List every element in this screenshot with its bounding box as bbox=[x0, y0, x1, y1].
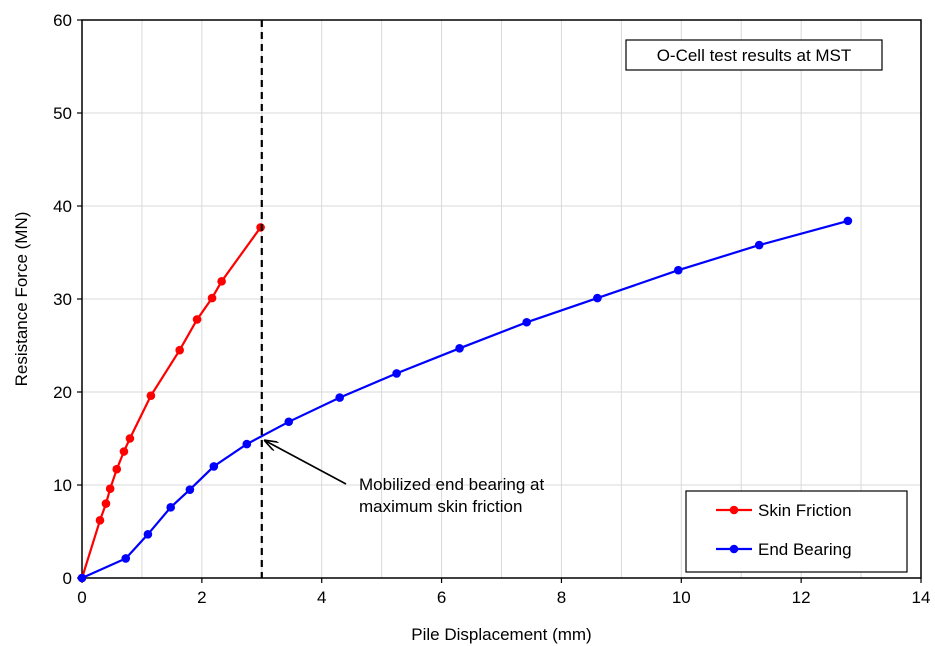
legend-swatch-marker bbox=[729, 544, 739, 554]
legend-swatch-marker bbox=[729, 505, 739, 515]
data-point bbox=[166, 503, 175, 512]
data-point bbox=[125, 434, 135, 443]
data-point bbox=[77, 573, 87, 583]
x-tick-label: 6 bbox=[437, 588, 446, 607]
data-point bbox=[121, 554, 131, 563]
data-point bbox=[95, 516, 105, 525]
series-skin-friction bbox=[77, 223, 265, 583]
series-end-bearing bbox=[77, 216, 853, 583]
x-tick-label: 2 bbox=[197, 588, 206, 607]
x-tick-label: 14 bbox=[912, 588, 931, 607]
data-point bbox=[143, 529, 153, 539]
title-frame bbox=[625, 39, 883, 71]
y-tick-label: 10 bbox=[53, 476, 72, 495]
data-point bbox=[105, 484, 115, 494]
data-point bbox=[185, 485, 195, 494]
data-point bbox=[146, 391, 156, 401]
data-point bbox=[256, 223, 265, 232]
y-axis-title: Resistance Force (MN) bbox=[12, 212, 31, 387]
x-tick-label: 4 bbox=[317, 588, 326, 607]
legend-item: Skin Friction bbox=[716, 501, 852, 520]
y-tick-label: 40 bbox=[53, 197, 72, 216]
legend-frame bbox=[685, 490, 908, 573]
y-tick-label: 20 bbox=[53, 383, 72, 402]
data-point bbox=[175, 345, 184, 355]
x-tick-label: 10 bbox=[672, 588, 691, 607]
data-point bbox=[209, 462, 219, 471]
y-tick-label: 50 bbox=[53, 104, 72, 123]
legend-item: End Bearing bbox=[716, 540, 852, 559]
annotation-text: maximum skin friction bbox=[359, 497, 522, 516]
series-line bbox=[81, 219, 849, 580]
data-point bbox=[284, 417, 294, 427]
data-point bbox=[242, 439, 252, 449]
data-point bbox=[119, 447, 129, 456]
data-point bbox=[112, 464, 122, 474]
data-point bbox=[392, 369, 401, 378]
grid-lines bbox=[82, 20, 921, 578]
y-tick-label: 60 bbox=[53, 11, 72, 30]
data-point bbox=[593, 293, 602, 303]
data-point bbox=[101, 499, 111, 508]
data-point bbox=[455, 343, 464, 353]
y-axis-ticks: 0 10 20 30 40 50 60 bbox=[53, 11, 82, 588]
y-tick-label: 30 bbox=[53, 290, 72, 309]
data-point bbox=[335, 393, 344, 402]
chart-title-box: O-Cell test results at MST bbox=[625, 39, 883, 71]
data-point bbox=[754, 240, 764, 250]
legend-label: End Bearing bbox=[758, 540, 852, 559]
x-axis-title: Pile Displacement (mm) bbox=[411, 625, 591, 644]
data-point bbox=[217, 277, 226, 286]
x-tick-label: 8 bbox=[557, 588, 566, 607]
series-line bbox=[80, 226, 262, 579]
annotation-arrow bbox=[265, 441, 347, 485]
legend: Skin Friction End Bearing bbox=[685, 490, 908, 573]
data-point bbox=[207, 293, 217, 303]
annotation-text: Mobilized end bearing at bbox=[359, 475, 545, 494]
data-point bbox=[192, 315, 202, 324]
data-point bbox=[673, 265, 683, 275]
data-point bbox=[522, 317, 531, 327]
x-tick-label: 0 bbox=[77, 588, 86, 607]
y-tick-label: 0 bbox=[63, 569, 72, 588]
chart-title: O-Cell test results at MST bbox=[657, 46, 852, 65]
x-axis-ticks: 0 2 4 6 8 10 12 14 bbox=[77, 578, 930, 607]
data-point bbox=[843, 216, 853, 226]
legend-label: Skin Friction bbox=[758, 501, 852, 520]
x-tick-label: 12 bbox=[792, 588, 811, 607]
